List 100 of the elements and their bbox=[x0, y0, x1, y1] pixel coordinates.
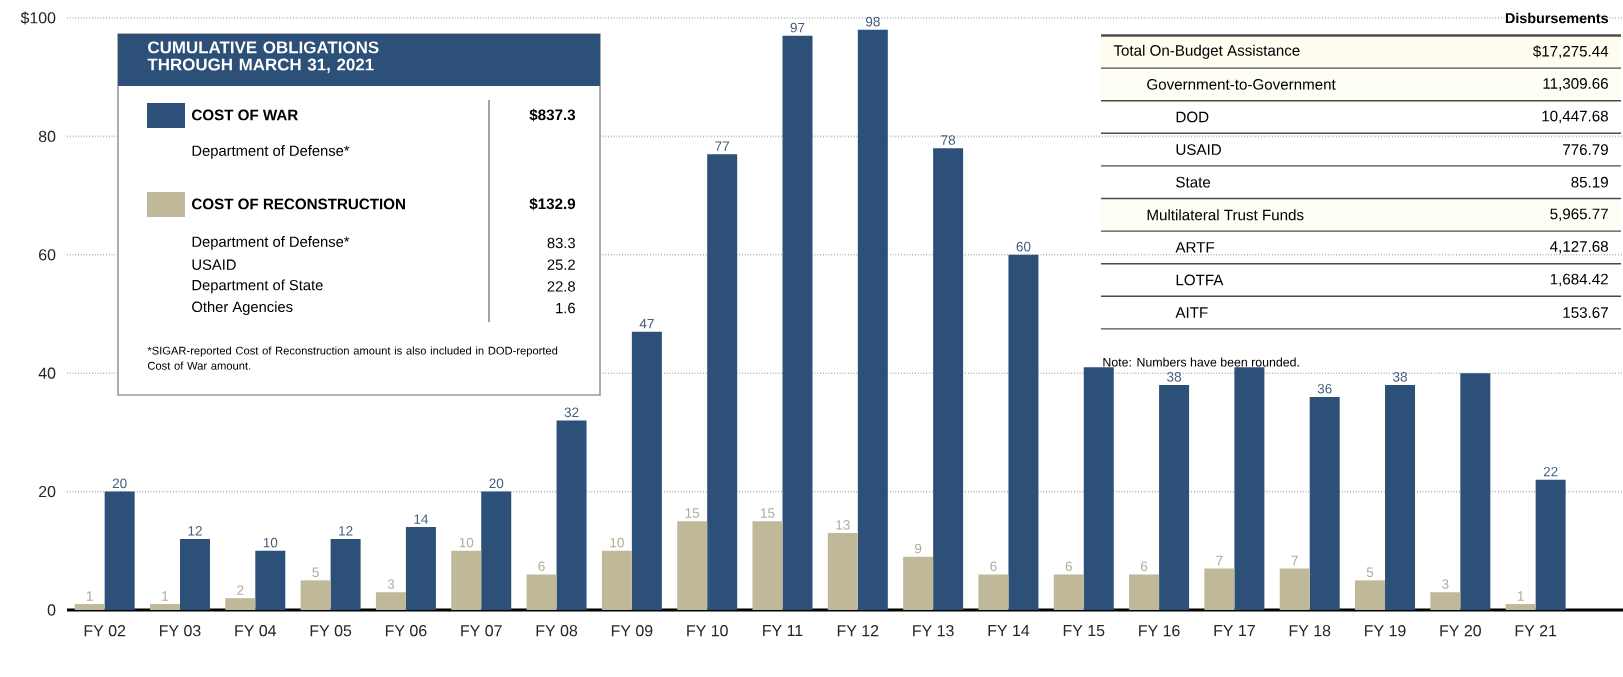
x-tick-label: FY 18 bbox=[1289, 625, 1331, 637]
annotation: Department of State bbox=[192, 279, 323, 294]
text: 4,127.68 bbox=[1550, 241, 1608, 254]
bar bbox=[1279, 568, 1310, 610]
data-label: 97 bbox=[790, 22, 805, 33]
data-label: 47 bbox=[639, 319, 654, 329]
category-label: State bbox=[1176, 176, 1211, 188]
bar bbox=[451, 550, 482, 610]
bar bbox=[857, 29, 888, 610]
x-tick-label: FY 20 bbox=[1440, 625, 1481, 637]
data-label: 12 bbox=[339, 526, 353, 536]
x-tick-label: FY 13 bbox=[913, 625, 954, 637]
bar bbox=[752, 521, 783, 610]
text: Disbursements bbox=[1505, 12, 1609, 24]
bar bbox=[330, 538, 361, 610]
annotation: 1.6 bbox=[556, 302, 575, 314]
category-label: Total On-Budget Assistance bbox=[1113, 44, 1300, 59]
category-label: Government-to-Government bbox=[1147, 79, 1336, 90]
x-tick-label: FY 19 bbox=[1365, 625, 1406, 637]
annotation: $132.9 bbox=[529, 197, 576, 211]
bar bbox=[903, 556, 934, 610]
x-tick-label: FY 09 bbox=[611, 625, 653, 637]
text: 10,447.68 bbox=[1542, 110, 1608, 124]
bar bbox=[179, 538, 210, 610]
data-label: 77 bbox=[715, 141, 730, 151]
data-label: 20 bbox=[112, 478, 127, 489]
bar bbox=[1204, 568, 1235, 610]
data-label: 98 bbox=[865, 16, 880, 27]
data-label: 22 bbox=[1543, 466, 1558, 477]
annotation: Department of Defense* bbox=[192, 236, 350, 250]
data-label: 9 bbox=[914, 543, 922, 554]
bar bbox=[1129, 574, 1160, 610]
annotation: *SIGAR-reported Cost of Reconstruction amount is also included in DOD-reported Cost of War amount. bbox=[147, 346, 558, 370]
category-label: Multilateral Trust Funds bbox=[1147, 209, 1304, 221]
data-label: 12 bbox=[188, 526, 202, 536]
bar bbox=[225, 598, 256, 610]
bar bbox=[1159, 385, 1190, 610]
data-label: 1 bbox=[1517, 591, 1524, 601]
y-tick-label: 40 bbox=[38, 367, 56, 379]
bar bbox=[1505, 604, 1536, 610]
text: 776.79 bbox=[1563, 144, 1608, 155]
bar bbox=[1309, 396, 1340, 610]
data-label: 32 bbox=[564, 407, 579, 418]
data-label: 78 bbox=[941, 135, 956, 145]
data-label: 6 bbox=[538, 561, 545, 572]
annotation: $837.3 bbox=[529, 108, 576, 122]
data-label: 5 bbox=[312, 567, 319, 577]
bar bbox=[255, 550, 286, 610]
category-label: DOD bbox=[1176, 111, 1209, 123]
x-tick-label: FY 04 bbox=[235, 625, 277, 637]
data-label: 14 bbox=[414, 514, 429, 524]
bar bbox=[1355, 580, 1386, 610]
x-tick-label: FY 06 bbox=[385, 625, 427, 637]
text: 11,309.66 bbox=[1543, 78, 1608, 91]
data-label: 10 bbox=[459, 537, 474, 548]
data-label: 2 bbox=[237, 585, 244, 595]
bar bbox=[933, 148, 964, 610]
data-label: 1 bbox=[86, 591, 93, 601]
data-label: 10 bbox=[610, 537, 624, 548]
x-tick-label: FY 17 bbox=[1214, 625, 1255, 637]
x-tick-label: FY 16 bbox=[1139, 625, 1180, 637]
bar bbox=[556, 420, 587, 610]
bar bbox=[827, 533, 858, 610]
category-label: AITF bbox=[1175, 307, 1208, 318]
y-tick-label: $100 bbox=[20, 11, 56, 25]
data-label: 6 bbox=[990, 561, 997, 572]
data-label: 7 bbox=[1216, 555, 1223, 566]
category-label: LOTFA bbox=[1176, 274, 1224, 286]
bar bbox=[405, 527, 436, 610]
bar bbox=[601, 550, 632, 610]
y-tick-label: 80 bbox=[38, 130, 56, 143]
data-label: 20 bbox=[489, 478, 504, 489]
bar bbox=[149, 604, 180, 610]
data-label: 6 bbox=[1140, 561, 1148, 572]
bar bbox=[1053, 574, 1084, 610]
data-label: 38 bbox=[1167, 372, 1182, 382]
bar bbox=[104, 491, 135, 610]
x-tick-label: FY 11 bbox=[763, 625, 803, 637]
legend-label: COST OF WAR bbox=[192, 109, 298, 121]
data-label: 10 bbox=[263, 537, 278, 548]
bar bbox=[1008, 254, 1039, 610]
data-label: 6 bbox=[1065, 561, 1072, 572]
data-label: 3 bbox=[1442, 579, 1449, 589]
x-tick-label: FY 14 bbox=[988, 625, 1030, 637]
x-tick-label: FY 05 bbox=[310, 625, 352, 637]
data-label: 60 bbox=[1016, 241, 1031, 252]
x-tick-label: FY 10 bbox=[687, 625, 728, 637]
bar bbox=[300, 580, 331, 610]
data-label: 36 bbox=[1317, 383, 1332, 394]
y-tick-label: 60 bbox=[39, 249, 56, 261]
x-tick-label: FY 03 bbox=[160, 625, 201, 637]
bar bbox=[707, 154, 738, 610]
annotation: Other Agencies bbox=[192, 301, 293, 315]
data-label: 7 bbox=[1291, 555, 1298, 566]
x-tick-label: FY 08 bbox=[536, 625, 578, 637]
text: $17,275.44 bbox=[1532, 45, 1609, 59]
category-label: USAID bbox=[1176, 144, 1221, 155]
text: 5,965.77 bbox=[1550, 208, 1608, 222]
bar bbox=[677, 521, 708, 610]
legend-label: COST OF RECONSTRUCTION bbox=[192, 198, 405, 210]
